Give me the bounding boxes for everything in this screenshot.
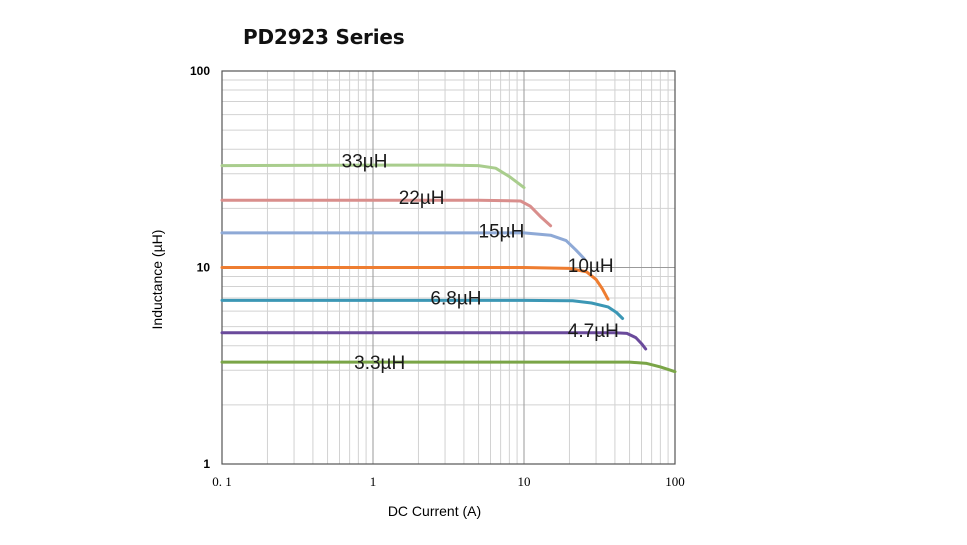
series-label-33µH: 33µH — [342, 151, 388, 172]
x-axis-label: DC Current (A) — [388, 503, 481, 519]
series-label-22µH: 22µH — [399, 188, 445, 209]
x-tick-label: 10 — [518, 474, 531, 489]
y-tick-label: 1 — [203, 457, 210, 471]
series-line-22µH — [220, 198, 553, 228]
y-tick-label: 100 — [190, 64, 210, 78]
y-tick-label: 10 — [197, 261, 211, 275]
x-tick-label: 1 — [370, 474, 377, 489]
x-tick-labels: 0. 1 1 10 100 — [212, 474, 685, 489]
y-tick-labels: 1 10 100 — [190, 64, 210, 471]
series-line-4.7µH — [220, 331, 648, 351]
series-lines — [220, 163, 677, 374]
x-tick-label: 0. 1 — [212, 474, 232, 489]
y-axis-label: Inductance (µH) — [149, 230, 165, 330]
series-label-6.8µH: 6.8µH — [430, 289, 481, 310]
x-tick-label: 100 — [665, 474, 685, 489]
series-label-15µH: 15µH — [479, 222, 525, 243]
series-line-3.3µH — [220, 360, 677, 374]
series-line-6.8µH — [220, 298, 625, 320]
series-labels: 33µH 22µH 15µH 10µH 6.8µH 4.7µH 3.3µH — [342, 151, 619, 374]
series-label-4.7µH: 4.7µH — [568, 321, 619, 342]
series-line-33µH — [220, 163, 526, 190]
series-line-15µH — [220, 231, 586, 261]
series-label-3.3µH: 3.3µH — [354, 353, 405, 374]
series-label-10µH: 10µH — [568, 256, 614, 277]
series-line-10µH — [220, 266, 610, 301]
chart-title: PD2923 Series — [243, 25, 405, 49]
